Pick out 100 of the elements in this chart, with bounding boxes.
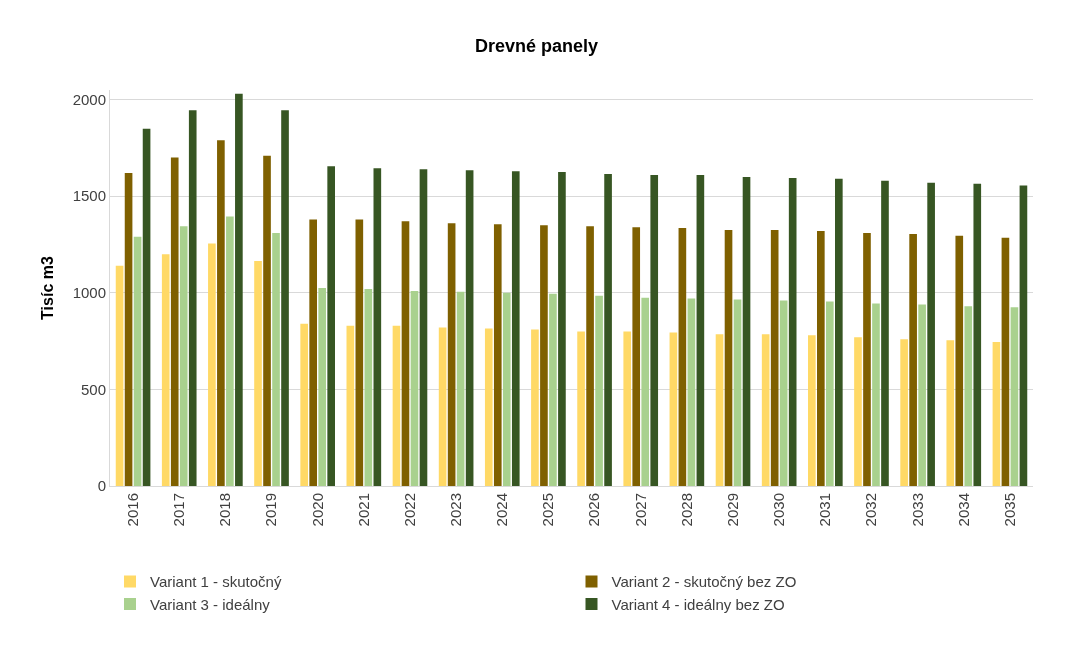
x-tick-label: 2029 bbox=[723, 493, 741, 527]
x-tick-label: 2031 bbox=[816, 493, 834, 527]
y-tick-label: 500 bbox=[80, 380, 106, 398]
bar bbox=[918, 304, 926, 486]
bar bbox=[456, 291, 465, 486]
x-tick-label: 2024 bbox=[493, 493, 511, 527]
bar bbox=[678, 228, 687, 486]
x-tick-label: 2025 bbox=[539, 493, 557, 527]
bar bbox=[235, 93, 243, 486]
bar bbox=[465, 170, 474, 486]
bar bbox=[742, 176, 751, 486]
bar bbox=[854, 337, 862, 486]
bar bbox=[124, 173, 133, 486]
bar bbox=[909, 233, 917, 486]
bar bbox=[401, 221, 410, 486]
bar bbox=[881, 180, 889, 486]
x-tick-label: 2027 bbox=[631, 493, 649, 527]
x-tick-label: 2034 bbox=[954, 493, 972, 527]
bar bbox=[309, 219, 317, 486]
bar bbox=[595, 295, 603, 486]
bar bbox=[511, 171, 520, 486]
y-tick-label: 2000 bbox=[72, 90, 106, 108]
bar bbox=[272, 232, 280, 486]
bar bbox=[133, 236, 142, 486]
x-tick-label: 2035 bbox=[1000, 493, 1018, 527]
bar bbox=[779, 300, 788, 486]
bar bbox=[687, 298, 696, 486]
bar bbox=[761, 334, 770, 486]
bar bbox=[142, 128, 151, 486]
bar bbox=[355, 219, 364, 486]
bar bbox=[115, 265, 124, 486]
y-tick-label: 0 bbox=[97, 477, 106, 495]
bar bbox=[484, 328, 493, 486]
bar bbox=[373, 168, 382, 486]
bar bbox=[161, 254, 170, 486]
legend-label: Variant 3 - ideálny bbox=[150, 595, 271, 613]
bar bbox=[992, 342, 1001, 486]
bar bbox=[927, 182, 935, 486]
x-tick-label: 2023 bbox=[447, 493, 465, 527]
bar bbox=[318, 288, 326, 486]
bar bbox=[558, 172, 566, 486]
bar bbox=[955, 235, 964, 486]
bar bbox=[650, 175, 659, 486]
x-tick-label: 2016 bbox=[123, 493, 141, 527]
bar bbox=[549, 293, 557, 486]
bar bbox=[724, 230, 733, 486]
bar bbox=[808, 335, 816, 486]
bar bbox=[900, 339, 908, 486]
bar bbox=[604, 174, 612, 486]
bar bbox=[438, 327, 447, 486]
bar bbox=[392, 325, 401, 486]
bar bbox=[493, 224, 502, 486]
x-tick-label: 2018 bbox=[216, 493, 234, 527]
bar bbox=[281, 110, 289, 486]
bar bbox=[410, 290, 419, 486]
bar bbox=[447, 223, 456, 486]
bar bbox=[300, 323, 308, 486]
bar bbox=[973, 183, 982, 486]
bar bbox=[964, 306, 973, 486]
bar bbox=[254, 260, 262, 486]
x-tick-label: 2017 bbox=[170, 493, 188, 527]
bar bbox=[502, 292, 511, 486]
bar bbox=[188, 110, 197, 486]
bar bbox=[1001, 237, 1010, 486]
x-tick-label: 2021 bbox=[354, 493, 372, 527]
bar bbox=[669, 332, 678, 486]
bar bbox=[632, 227, 641, 486]
bar bbox=[641, 297, 650, 486]
bar bbox=[586, 226, 594, 486]
bar bbox=[364, 288, 373, 486]
x-tick-label: 2030 bbox=[770, 493, 788, 527]
legend-label: Variant 4 - ideálny bez ZO bbox=[611, 595, 785, 613]
bar bbox=[419, 169, 428, 486]
bar bbox=[170, 157, 179, 486]
x-tick-label: 2028 bbox=[677, 493, 695, 527]
bar bbox=[946, 340, 955, 486]
bar bbox=[1019, 185, 1028, 486]
y-tick-label: 1500 bbox=[72, 187, 106, 205]
bar bbox=[346, 325, 355, 486]
bar bbox=[817, 231, 825, 486]
y-tick-label: 1000 bbox=[72, 284, 106, 302]
x-tick-label: 2020 bbox=[308, 493, 326, 527]
bar bbox=[623, 331, 632, 486]
bar bbox=[540, 225, 548, 486]
bar bbox=[835, 178, 843, 486]
legend-label: Variant 2 - skutočný bez ZO bbox=[611, 573, 797, 591]
bar bbox=[179, 226, 188, 486]
bar bbox=[217, 140, 225, 486]
bar bbox=[696, 175, 705, 486]
bar bbox=[263, 155, 271, 486]
x-tick-label: 2022 bbox=[400, 493, 418, 527]
legend-label: Variant 1 - skutočný bbox=[150, 573, 282, 591]
chart-title: Drevné panely bbox=[474, 35, 599, 56]
x-tick-label: 2033 bbox=[908, 493, 926, 527]
bar bbox=[733, 299, 742, 486]
x-tick-label: 2019 bbox=[262, 493, 280, 527]
x-tick-label: 2026 bbox=[585, 493, 603, 527]
bar bbox=[863, 232, 871, 486]
bar bbox=[226, 216, 234, 486]
bar bbox=[577, 331, 585, 486]
